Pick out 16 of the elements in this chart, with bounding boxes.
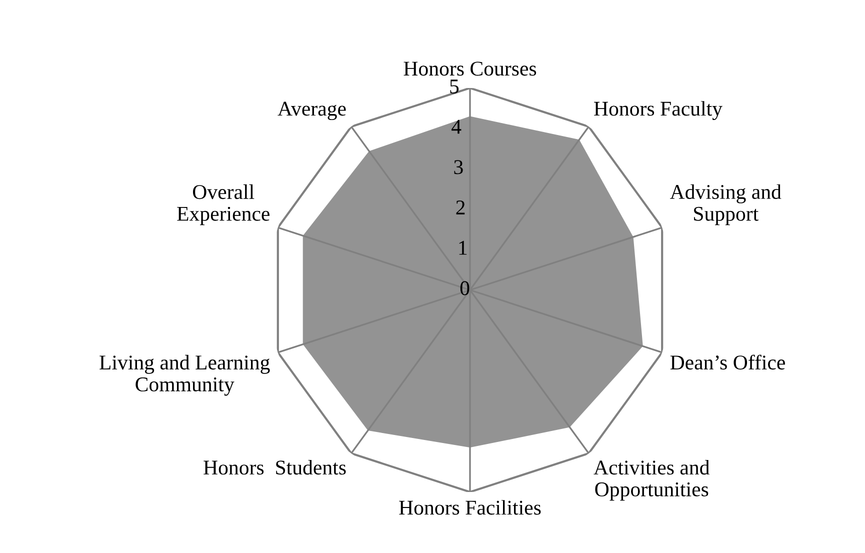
y-tick-label: 3 [454, 160, 463, 174]
spoke-label: Honors Faculty [594, 101, 722, 120]
spoke-label: Living and Learning Community [100, 354, 270, 396]
y-tick-label: 2 [456, 200, 465, 214]
y-tick-label: 4 [452, 120, 462, 134]
spoke-label: Overall Experience [177, 184, 270, 226]
spoke-label: Honors Courses [404, 62, 536, 76]
spoke-label: Honors Facilities [399, 500, 541, 515]
y-tick-label: 1 [459, 240, 467, 255]
spoke-label: Activities and Opportunities [594, 460, 710, 501]
spoke-label: Honors Students [204, 460, 346, 475]
y-tick-label: 5 [450, 80, 459, 94]
spoke-label: Advising and Support [670, 184, 782, 226]
spoke-label: Dean’s Office [670, 354, 785, 370]
spoke-label: Average [278, 102, 346, 120]
y-tick-label: 0 [460, 281, 470, 296]
